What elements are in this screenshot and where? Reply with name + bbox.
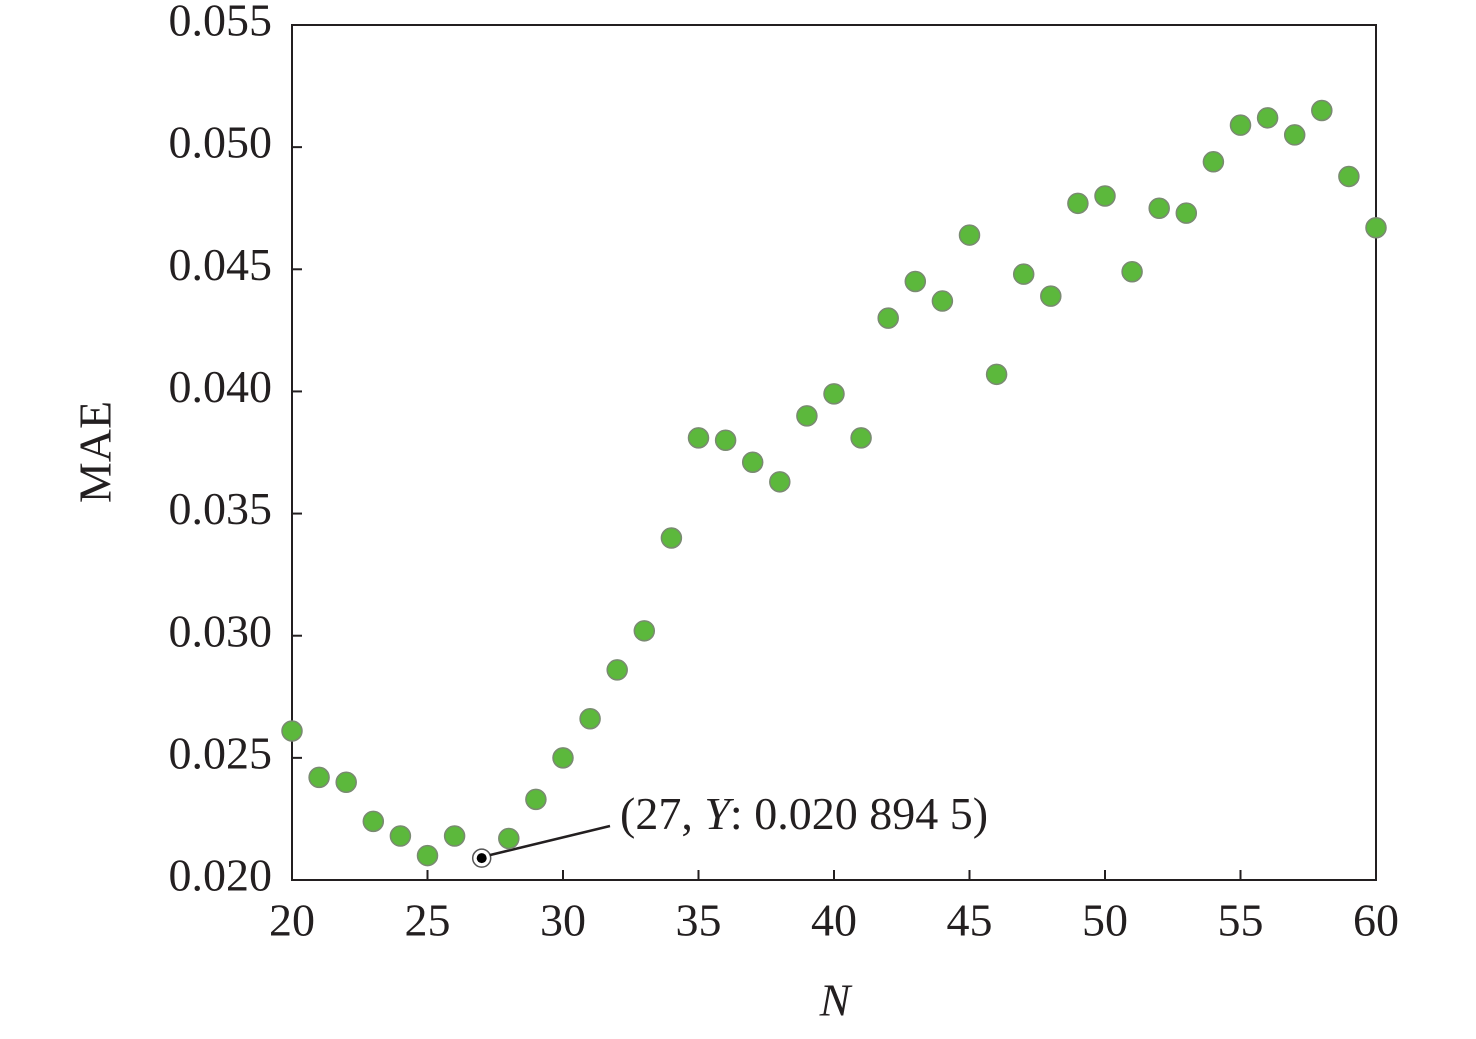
point <box>443 825 466 847</box>
point <box>850 427 872 449</box>
point <box>606 659 628 681</box>
point <box>525 788 547 811</box>
x-axis-title: N <box>819 975 853 1026</box>
x-tick-label: 55 <box>1218 895 1264 946</box>
point <box>877 307 899 329</box>
x-tick-label: 20 <box>269 895 315 946</box>
x-tick-label: 60 <box>1353 895 1399 946</box>
x-tick-label: 40 <box>811 895 857 946</box>
point <box>1256 107 1279 129</box>
point <box>476 853 487 864</box>
point <box>1229 114 1252 136</box>
y-tick-label: 0.030 <box>169 605 273 656</box>
annotation-part: Y <box>704 788 734 839</box>
point <box>281 720 303 742</box>
point <box>633 620 656 642</box>
annotation-leader <box>489 824 611 857</box>
point <box>498 827 520 850</box>
y-tick-label: 0.045 <box>169 239 273 290</box>
y-axis-title: MAE <box>70 401 121 503</box>
x-tick-label: 25 <box>405 895 451 946</box>
point <box>362 810 385 833</box>
point <box>579 708 601 730</box>
x-tick-label: 35 <box>676 895 722 946</box>
point <box>1365 217 1387 239</box>
point <box>823 383 845 405</box>
y-tick-label: 0.025 <box>169 727 273 778</box>
point <box>1148 197 1170 219</box>
point <box>416 844 439 867</box>
y-tick-label: 0.020 <box>169 850 273 901</box>
x-tick-label: 45 <box>947 895 993 946</box>
point <box>1202 151 1225 173</box>
point <box>335 771 357 794</box>
point <box>1283 124 1306 146</box>
y-tick-label: 0.035 <box>169 483 273 534</box>
y-tick-label: 0.050 <box>169 117 273 168</box>
point <box>308 766 330 789</box>
point <box>985 363 1008 386</box>
point <box>958 224 981 246</box>
point <box>1040 285 1062 307</box>
point <box>741 451 764 474</box>
point <box>1094 185 1116 207</box>
annotation-part: (27, <box>620 788 704 839</box>
point <box>714 429 737 452</box>
annotation-part: : 0.020 894 5) <box>730 788 988 839</box>
point <box>1311 99 1333 122</box>
point <box>769 471 791 493</box>
point <box>1067 192 1089 215</box>
point <box>687 427 710 449</box>
x-tick-label: 50 <box>1082 895 1128 946</box>
annotation: (27, Y: 0.020 894 5) <box>620 788 988 839</box>
x-tick-label: 30 <box>540 895 586 946</box>
point <box>931 290 954 312</box>
point <box>1121 260 1143 283</box>
point <box>552 747 574 769</box>
y-tick-label: 0.040 <box>169 361 273 412</box>
point <box>796 405 818 427</box>
point <box>1012 263 1035 285</box>
point <box>1338 165 1360 188</box>
point <box>904 270 927 293</box>
point <box>389 825 412 847</box>
point <box>660 527 683 549</box>
point <box>1175 202 1198 224</box>
y-tick-label: 0.055 <box>169 0 273 46</box>
